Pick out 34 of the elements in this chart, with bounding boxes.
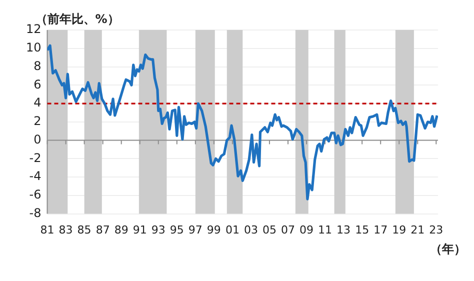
y-tick-label: -8	[29, 206, 42, 220]
x-tick-label: 87	[96, 223, 110, 236]
y-tick-label: 0	[34, 132, 42, 146]
x-tick-label: 11	[318, 223, 332, 236]
x-tick-label: 93	[151, 223, 166, 236]
x-tick-label: 85	[77, 223, 92, 236]
x-tick-label: 89	[114, 223, 128, 236]
x-tick-label: 09	[300, 223, 314, 236]
y-tick-label: 2	[34, 114, 42, 128]
y-tick-label: -6	[29, 188, 42, 202]
x-tick-label: 97	[188, 223, 202, 236]
x-tick-label: 83	[58, 223, 73, 236]
x-tick-label: 99	[206, 223, 221, 236]
x-tick-label: 81	[40, 223, 54, 236]
y-tick-label: 12	[26, 22, 42, 36]
x-tick-label: 91	[132, 223, 147, 236]
x-tick-label: 07	[281, 223, 296, 236]
x-tick-label: 05	[262, 223, 276, 236]
x-tick-label: 03	[244, 223, 258, 236]
y-tick-label: 8	[34, 58, 42, 73]
y-tick-label: -2	[29, 150, 42, 165]
x-tick-label: 13	[336, 223, 351, 236]
x-tick-label: 15	[355, 223, 370, 236]
y-tick-label: 10	[26, 40, 42, 55]
x-tick-label: 01	[225, 223, 240, 236]
x-tick-label: 23	[429, 223, 444, 236]
y-tick-label: -4	[29, 169, 42, 184]
text: （年）	[430, 242, 466, 256]
x-tick-label: 95	[170, 223, 184, 236]
x-tick-label: 21	[410, 223, 425, 236]
x-tick-label: 19	[392, 223, 406, 236]
y-tick-label: 6	[34, 77, 42, 92]
y-tick-label: 4	[34, 96, 42, 110]
x-tick-label: 17	[374, 223, 388, 236]
